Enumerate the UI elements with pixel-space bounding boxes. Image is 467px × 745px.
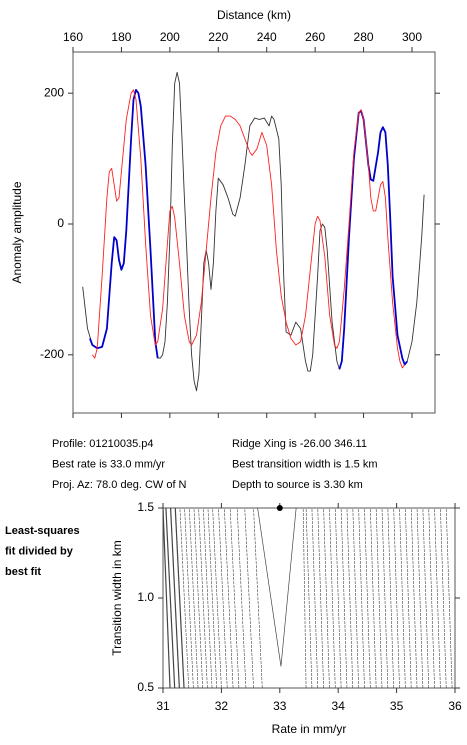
contour-line [381, 507, 389, 689]
contour-line [340, 507, 348, 689]
contour-line [370, 507, 377, 689]
contour-line [184, 507, 194, 689]
plot-frame [72, 51, 436, 414]
x-tick-label: 31 [156, 699, 170, 713]
contour-line [212, 507, 222, 689]
x-tick-label: 33 [273, 699, 287, 713]
annotation: Profile: 01210035.p4 [52, 438, 154, 450]
contour-line [434, 507, 441, 689]
contour-line [410, 507, 418, 689]
y-tick-label: -200 [40, 347, 64, 361]
contour-line [352, 507, 359, 689]
annotation: Proj. Az: 78.0 deg. CW of N [52, 479, 187, 491]
contour-line [428, 507, 435, 689]
contour-line [229, 507, 240, 689]
annotation: Ridge Xing is -26.00 346.11 [232, 438, 367, 450]
series-line [92, 89, 406, 369]
y-tick-label: 0.5 [137, 680, 154, 694]
contour-line [236, 507, 247, 689]
contour-line [346, 507, 354, 689]
contour-line [174, 507, 185, 689]
y-tick-label: 1.5 [137, 500, 154, 514]
contour-line [188, 507, 199, 689]
contour-line [253, 507, 263, 689]
contour-line [329, 507, 336, 689]
min-contour [257, 507, 297, 667]
contour-line [387, 507, 394, 689]
annotation: Best rate is 33.0 mm/yr [52, 458, 165, 470]
contour-line [193, 507, 204, 689]
contour-line [440, 507, 447, 689]
side-note: fit divided by [5, 545, 74, 557]
x-tick-label: 240 [257, 30, 277, 44]
x-axis-label: Distance (km) [217, 8, 291, 22]
contour-line [165, 507, 176, 689]
contour-line [207, 507, 218, 689]
contour-line [305, 507, 313, 689]
x-tick-label: 260 [305, 30, 325, 44]
contour-line [162, 507, 171, 689]
side-note: best fit [5, 566, 41, 578]
x-tick-label: 200 [160, 30, 180, 44]
contour-line [416, 507, 424, 689]
contour-line [334, 507, 342, 689]
contour-line [244, 507, 254, 689]
contour-line [179, 507, 189, 689]
contour-line [364, 507, 371, 689]
y-axis-label: Transition width in km [110, 540, 124, 656]
contour-line [358, 507, 365, 689]
x-tick-label: 160 [63, 30, 83, 44]
x-tick-label: 220 [208, 30, 228, 44]
y-tick-label: 1.0 [137, 590, 154, 604]
x-tick-label: 180 [111, 30, 131, 44]
x-tick-label: 34 [332, 699, 346, 713]
y-tick-label: 0 [57, 216, 64, 230]
x-tick-label: 280 [354, 30, 374, 44]
contour-line [399, 507, 406, 689]
contour-line [224, 507, 234, 689]
contour-line [218, 507, 228, 689]
contour-line [317, 507, 324, 689]
best-fit-point [276, 505, 283, 511]
contour-line [169, 507, 180, 689]
x-tick-label: 35 [390, 699, 404, 713]
x-tick-label: 300 [402, 30, 422, 44]
contour-line [445, 507, 453, 689]
side-note: Least-squares [5, 525, 80, 537]
contour-line [375, 507, 383, 689]
contour-line [302, 507, 307, 689]
y-axis-label: Anomaly amplitude [10, 181, 24, 283]
contour-line [311, 507, 319, 689]
contour-line [202, 507, 213, 689]
contour-line [405, 507, 412, 689]
series-line [89, 89, 408, 370]
x-axis-label: Rate in mm/yr [272, 722, 347, 736]
x-tick-label: 32 [215, 699, 229, 713]
annotation: Depth to source is 3.30 km [232, 479, 363, 491]
x-tick-label: 36 [448, 699, 462, 713]
y-tick-label: 200 [44, 85, 64, 99]
annotation: Best transition width is 1.5 km [232, 458, 378, 470]
contour-line [393, 507, 400, 689]
contour-line [198, 507, 208, 689]
series-line [82, 71, 425, 392]
contour-line [422, 507, 430, 689]
contour-line [323, 507, 330, 689]
